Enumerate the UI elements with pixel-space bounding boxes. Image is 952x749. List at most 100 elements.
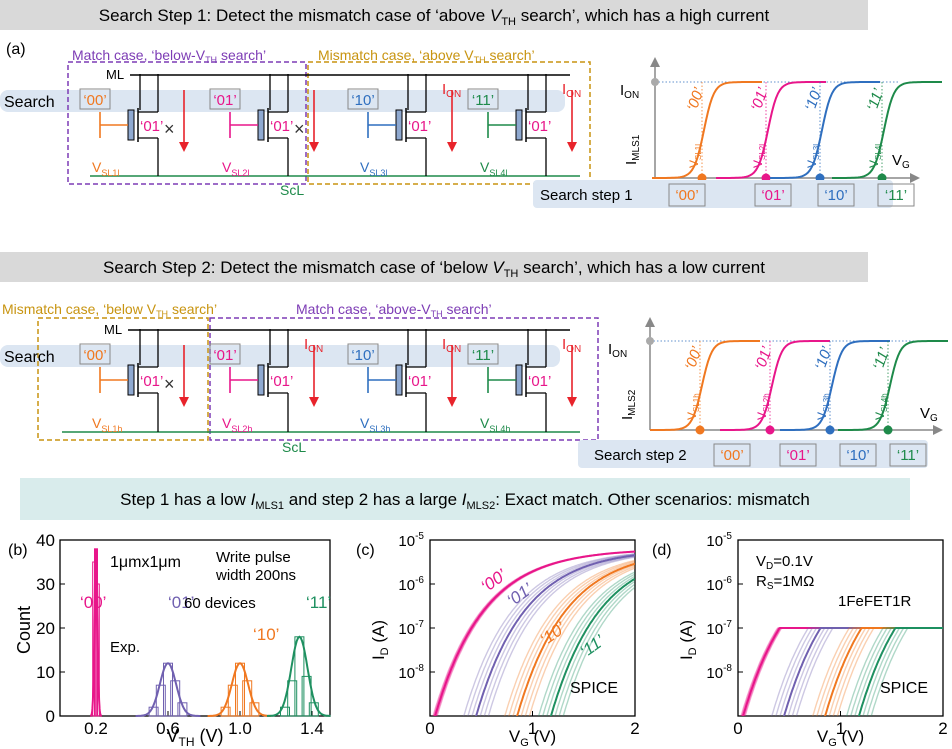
step-code-box <box>713 443 751 467</box>
x-arrow-icon <box>910 173 920 183</box>
fefet-gate <box>257 364 265 396</box>
mismatch-cross-icon: × <box>294 119 305 139</box>
step-code: ‘00’ <box>720 447 743 464</box>
search-label: Search <box>4 94 55 111</box>
graph-step1: ION IMLS1 VG ‘00’ VSL1l ‘01’ VSL2l ‘10’ VSL3l… <box>620 57 942 183</box>
curve-label: ‘10’ <box>802 85 826 113</box>
iv-curve <box>866 627 943 716</box>
step-code: ‘10’ <box>846 447 869 464</box>
transfer-curve <box>650 340 760 431</box>
search-code: ‘00’ <box>83 92 106 109</box>
chart-id-vg: (c)10-810-710-610-50 1 2ID (A)VG (V)‘00’‘0… <box>356 531 640 749</box>
current-arrowhead <box>179 142 189 152</box>
x-tick-label: 0 <box>733 719 742 738</box>
iv-curve <box>463 553 635 716</box>
iv-curve <box>554 580 635 716</box>
ml-label: ML <box>104 322 122 337</box>
panel-label: (d) <box>652 542 672 559</box>
transfer-curve <box>780 340 890 431</box>
step-code: ‘01’ <box>786 447 809 464</box>
series-label: ‘00’ <box>80 593 106 612</box>
step-code-box <box>779 443 817 467</box>
current-arrowhead <box>309 142 319 152</box>
curve-label: ‘11’ <box>864 86 888 113</box>
curve-label: ‘11’ <box>870 345 894 372</box>
search-code-box <box>467 88 499 110</box>
annotation: Exp. <box>110 639 140 656</box>
step-code-box <box>754 183 792 207</box>
search-code-box <box>347 343 379 365</box>
iv-curve <box>870 627 943 716</box>
chart-id-vg-1fefet1r: (d) 10-8 10-7 10-6 10-5 0 1 2 ID (A) VG (V) VD=0.1… <box>652 531 948 749</box>
banner-step1: Search Step 1: Detect the mismatch case … <box>99 6 770 28</box>
search-code: ‘01’ <box>213 92 236 109</box>
iv-curve <box>546 575 635 716</box>
gaussian-fit <box>135 662 201 717</box>
step1-band <box>533 180 893 208</box>
current-arrowhead <box>447 397 457 407</box>
iv-curve <box>467 553 635 716</box>
panel-label: (b) <box>8 542 28 559</box>
iv-curve <box>520 564 635 716</box>
search-code: ‘00’ <box>83 347 106 364</box>
transfer-curve <box>716 81 826 179</box>
x-axis-label: VG (V) <box>509 727 556 749</box>
ion-label: ION <box>620 82 639 101</box>
search-band <box>0 90 565 112</box>
chart-vth-histogram: (b) 0 10 20 30 40 0.2 0.6 1.0 1.4 Count VTH (V) ‘00’… <box>8 531 331 749</box>
histogram-bar <box>227 684 238 717</box>
step1-codes: ‘00’ ‘01’ ‘10’ ‘11’ <box>668 183 915 207</box>
search-code: ‘10’ <box>351 347 374 364</box>
y-tick-label: 10 <box>36 663 55 682</box>
step-code: ‘00’ <box>675 187 698 204</box>
fefet-gate <box>127 109 135 141</box>
current-arrowhead <box>567 142 577 152</box>
gaussian-fit <box>207 662 272 717</box>
vsl-label: VSL1h <box>92 415 122 434</box>
vsl-axis-label: VSL3h <box>815 393 831 420</box>
gaussian-fit <box>90 548 102 717</box>
mismatch-box <box>307 61 591 185</box>
vsl-axis-label: VSL1h <box>685 393 701 420</box>
search-code-box <box>79 343 111 365</box>
iv-curve <box>542 573 635 716</box>
banner-conclusion-bg <box>20 478 910 520</box>
vsl-label: VSL3l <box>360 159 387 178</box>
match-case-label: Match case, ‘above-VTH search’ <box>296 301 492 319</box>
series-label: ‘00’ <box>477 565 510 596</box>
mismatch-cross-icon: × <box>164 374 175 394</box>
search-code-box <box>347 88 379 110</box>
ion-label: ION <box>442 81 461 100</box>
annotation: RS=1MΩ <box>756 573 814 592</box>
ion-label: ION <box>304 336 323 355</box>
transfer-curve <box>838 340 948 431</box>
iv-curve <box>475 554 635 716</box>
vsl-axis-label: VSL1l <box>687 144 703 168</box>
annotation: 60 devices <box>184 595 256 612</box>
iv-curve <box>483 555 635 716</box>
mismatch-box <box>37 317 209 441</box>
search-code: ‘11’ <box>472 347 494 364</box>
x-tick-label: 0.2 <box>84 719 108 738</box>
iv-curve <box>857 627 943 716</box>
series-label: ‘01’ <box>168 593 194 612</box>
ion-dot <box>646 337 654 345</box>
annotation: 1FeFET1R <box>838 593 912 610</box>
series-label: ‘11’ <box>306 593 331 612</box>
iv-curve <box>435 550 635 716</box>
annotation: width 200ns <box>215 567 296 584</box>
banner-step2-bg <box>0 252 868 282</box>
vsl-axis-label: VSL4h <box>873 393 889 420</box>
vsl-marker <box>883 425 893 435</box>
curves <box>740 627 943 716</box>
y-tick-label: 10-7 <box>398 619 424 638</box>
y-tick-label: 10-5 <box>398 531 424 550</box>
step2-codes: ‘00’ ‘01’ ‘10’ ‘11’ <box>713 443 927 467</box>
stored-state: ‘01’ <box>140 118 163 135</box>
banner-step1-bg <box>0 0 868 30</box>
ion-label: ION <box>562 336 581 355</box>
histogram-bar <box>301 675 312 717</box>
x-arrow-icon <box>933 425 943 435</box>
